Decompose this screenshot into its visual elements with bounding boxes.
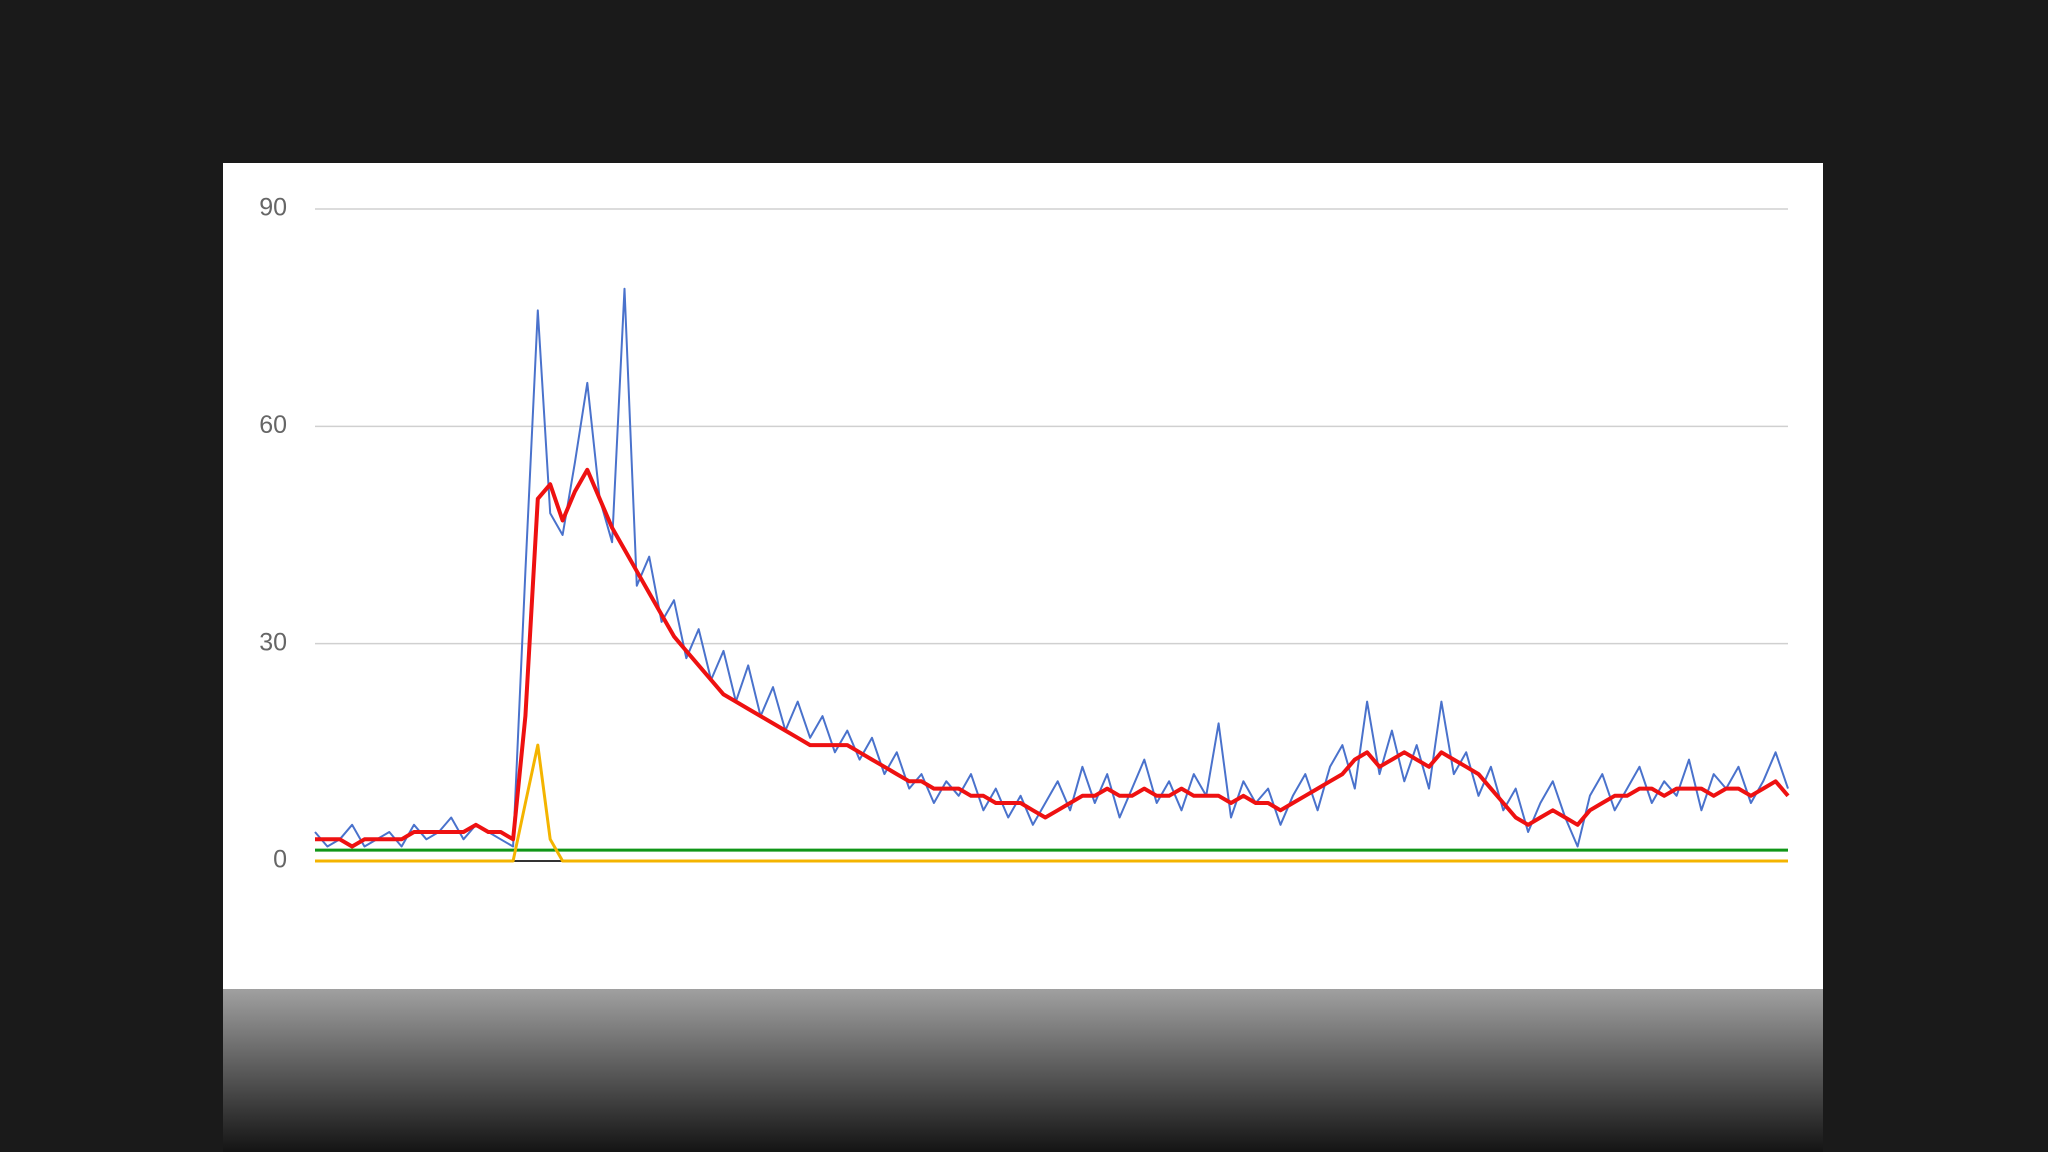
reflection xyxy=(223,989,1823,1152)
y-tick-label: 30 xyxy=(259,628,287,656)
series-line xyxy=(315,467,1790,849)
series-line xyxy=(315,743,1788,863)
chart-panel xyxy=(223,163,1823,989)
series-line xyxy=(314,287,1789,848)
y-tick-label: 0 xyxy=(273,846,287,874)
y-tick-label: 60 xyxy=(259,411,287,439)
y-tick-label: 90 xyxy=(259,194,287,222)
